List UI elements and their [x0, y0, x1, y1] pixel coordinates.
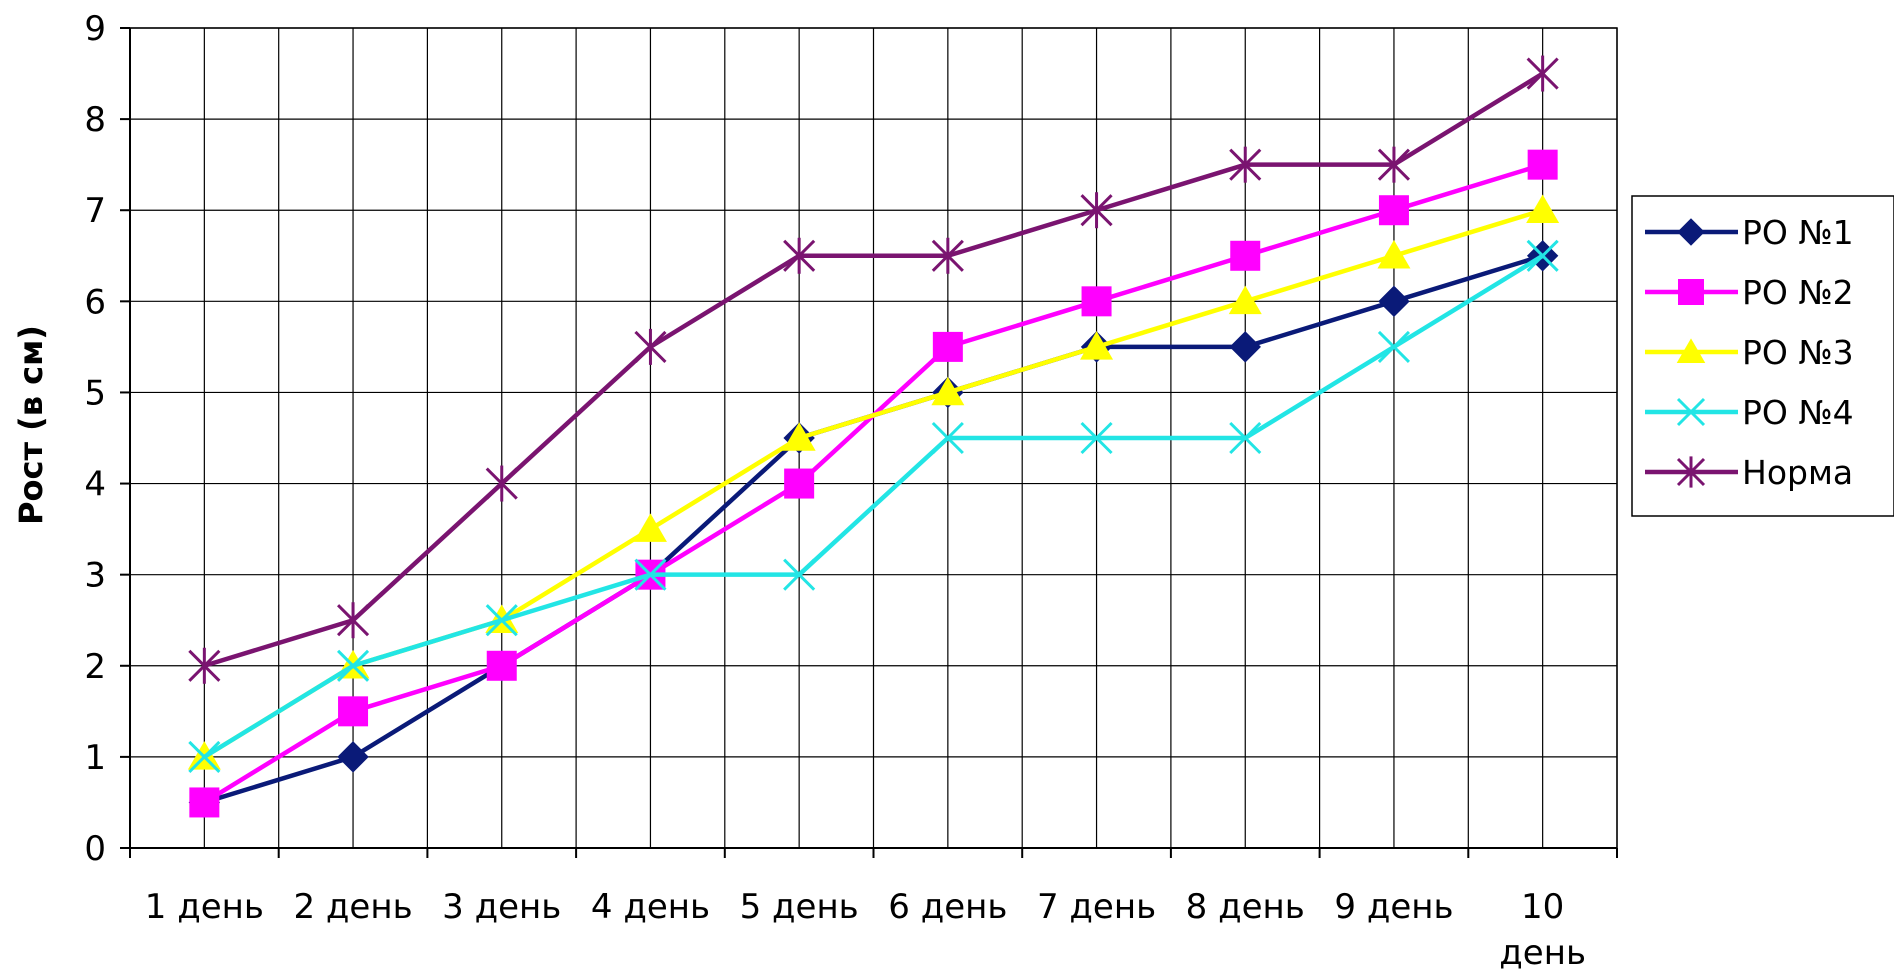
x-tick-label: 4 день	[591, 887, 710, 927]
data-point	[782, 422, 816, 451]
data-point	[1526, 239, 1559, 272]
legend-item: РО №2	[1645, 273, 1854, 312]
data-point	[337, 741, 369, 773]
legend-item: Норма	[1645, 453, 1853, 492]
x-tick-label: 2 день	[293, 887, 412, 927]
x-tick-label: 8 день	[1186, 887, 1305, 927]
legend-label: РО №4	[1742, 393, 1854, 432]
y-tick-label: 9	[84, 9, 106, 49]
legend-label: РО №3	[1742, 333, 1854, 372]
data-point	[485, 604, 518, 637]
x-tick-label: 7 день	[1037, 887, 1156, 927]
y-tick-label: 4	[84, 465, 106, 505]
data-point	[931, 421, 964, 455]
data-point	[1229, 421, 1262, 455]
legend: РО №1 РО №2 РО №3 РО №4 Норма	[1631, 195, 1894, 517]
x-tick-label: 3 день	[442, 887, 561, 927]
data-point	[1378, 285, 1410, 318]
y-tick-label: 2	[84, 647, 106, 687]
x-tick-label: 6 день	[888, 887, 1007, 927]
y-tick-label: 1	[84, 738, 106, 778]
series-lines	[187, 55, 1560, 819]
data-point	[932, 331, 963, 362]
data-point	[1676, 456, 1706, 488]
data-point	[1678, 279, 1704, 305]
series-line	[203, 71, 1544, 668]
y-tick-labels: 0 1 2 3 4 5 6 7 8 9	[84, 9, 106, 869]
data-point	[1677, 218, 1705, 246]
legend-label: Норма	[1742, 453, 1853, 492]
data-point	[931, 237, 964, 274]
data-point	[634, 558, 667, 591]
data-point	[485, 465, 518, 502]
y-tick-label: 3	[84, 556, 106, 596]
y-tick-label: 7	[84, 191, 106, 231]
data-point	[1526, 55, 1559, 92]
series-5	[188, 55, 1559, 684]
series-line	[203, 253, 1544, 759]
data-point	[783, 558, 816, 591]
data-point	[1676, 338, 1706, 364]
data-point	[338, 696, 369, 727]
data-point	[1378, 195, 1409, 226]
y-tick-label: 5	[84, 373, 106, 413]
data-point	[784, 468, 815, 499]
legend-label: РО №1	[1742, 213, 1854, 252]
data-point	[336, 602, 370, 639]
legend-label: РО №2	[1742, 273, 1854, 312]
data-point	[1527, 149, 1558, 180]
data-point	[783, 237, 816, 274]
data-point	[1080, 331, 1114, 360]
data-point	[1229, 146, 1262, 183]
data-point	[1230, 240, 1261, 271]
series-4	[188, 239, 1559, 773]
legend-item: РО №1	[1645, 213, 1854, 252]
x-tick-label: 9 день	[1334, 887, 1453, 927]
data-point	[1080, 421, 1113, 455]
data-point	[486, 650, 517, 681]
data-point	[1377, 146, 1411, 183]
data-point	[336, 649, 370, 682]
legend-item: РО №3	[1645, 333, 1854, 372]
data-point	[634, 328, 667, 365]
data-point	[1081, 286, 1112, 317]
y-tick-label: 0	[84, 829, 106, 869]
data-point	[188, 740, 221, 773]
legend-box	[1631, 195, 1894, 517]
data-point	[1229, 331, 1261, 363]
x-tick-label: 5 день	[740, 887, 859, 927]
x-tick-label: 1 день	[145, 887, 264, 927]
data-point	[1526, 194, 1560, 223]
data-point	[189, 787, 220, 818]
data-point	[188, 647, 221, 684]
data-point	[931, 376, 965, 406]
data-point	[1377, 240, 1411, 269]
data-point	[1676, 397, 1706, 427]
y-tick-label: 8	[84, 100, 106, 140]
y-tick-label: 6	[84, 282, 106, 322]
y-axis-title: Рост (в см)	[12, 325, 50, 525]
data-point	[1080, 192, 1113, 229]
axes	[120, 27, 1618, 858]
x-tick-labels: 1 день 2 день 3 день 4 день 5 день 6 день 7 де…	[145, 887, 1586, 973]
x-tick-label: 10 день	[1499, 887, 1586, 973]
data-point	[633, 513, 667, 542]
data-point	[1228, 285, 1262, 315]
data-point	[1377, 330, 1411, 363]
legend-item: РО №4	[1645, 393, 1854, 432]
